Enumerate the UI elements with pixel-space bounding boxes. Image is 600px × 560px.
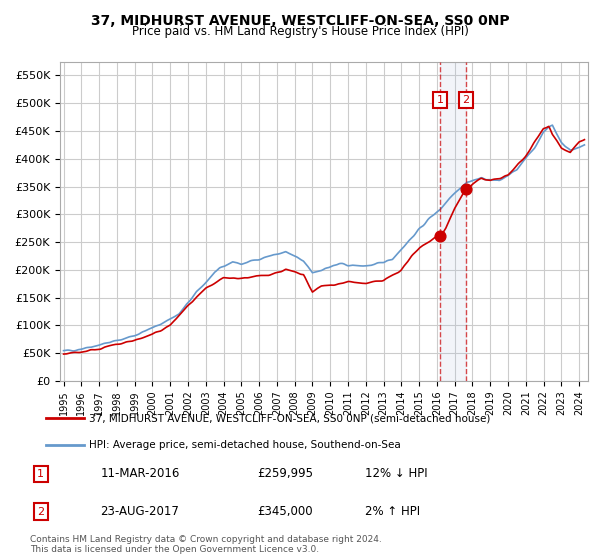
- Text: £345,000: £345,000: [257, 505, 313, 518]
- Text: £259,995: £259,995: [257, 468, 313, 480]
- Text: Price paid vs. HM Land Registry's House Price Index (HPI): Price paid vs. HM Land Registry's House …: [131, 25, 469, 38]
- Text: 11-MAR-2016: 11-MAR-2016: [100, 468, 179, 480]
- Point: [436, 232, 445, 241]
- Text: 2% ↑ HPI: 2% ↑ HPI: [365, 505, 420, 518]
- Text: 12% ↓ HPI: 12% ↓ HPI: [365, 468, 427, 480]
- Text: HPI: Average price, semi-detached house, Southend-on-Sea: HPI: Average price, semi-detached house,…: [89, 440, 401, 450]
- Point: [461, 185, 471, 194]
- Text: 1: 1: [37, 469, 44, 479]
- Text: 37, MIDHURST AVENUE, WESTCLIFF-ON-SEA, SS0 0NP: 37, MIDHURST AVENUE, WESTCLIFF-ON-SEA, S…: [91, 14, 509, 28]
- Text: 2: 2: [37, 507, 44, 517]
- Text: 2: 2: [463, 95, 470, 105]
- Bar: [440, 62, 466, 381]
- Text: 23-AUG-2017: 23-AUG-2017: [100, 505, 179, 518]
- Text: 1: 1: [437, 95, 444, 105]
- Text: Contains HM Land Registry data © Crown copyright and database right 2024.
This d: Contains HM Land Registry data © Crown c…: [30, 535, 382, 554]
- Text: 37, MIDHURST AVENUE, WESTCLIFF-ON-SEA, SS0 0NP (semi-detached house): 37, MIDHURST AVENUE, WESTCLIFF-ON-SEA, S…: [89, 413, 491, 423]
